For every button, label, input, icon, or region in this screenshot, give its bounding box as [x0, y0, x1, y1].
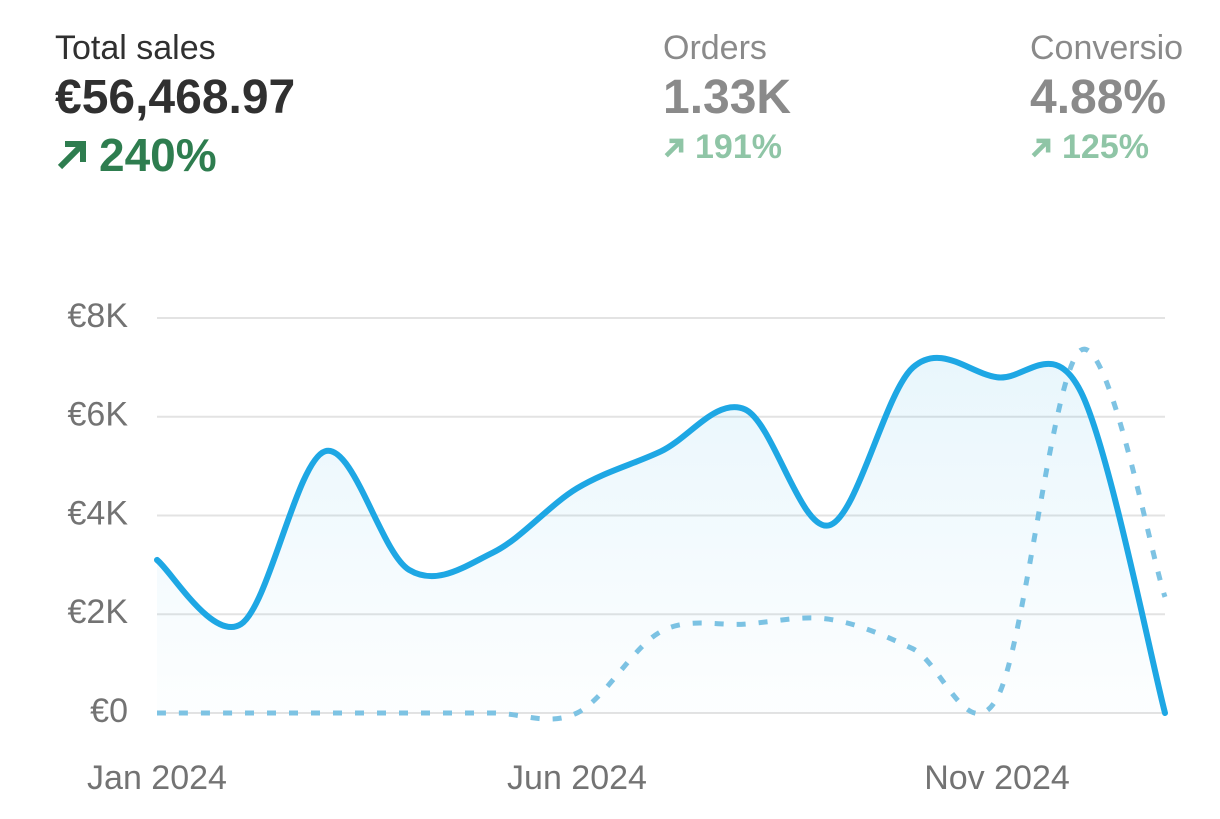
arrow-icon [1031, 138, 1051, 157]
metric-value: 1.33K [663, 71, 792, 124]
metric-value: 4.88% [1030, 71, 1167, 124]
y-tick-label: €6K [68, 396, 129, 434]
x-tick-label: Jan 2024 [87, 759, 227, 797]
metric-change: 240% [99, 129, 217, 181]
y-tick-label: €8K [68, 297, 129, 335]
metric-change-row: 240% [55, 128, 295, 182]
arrow-icon [57, 141, 86, 170]
metric: Conversio 4.88% 125% [1030, 28, 1183, 167]
metric-label: Total sales [55, 29, 216, 67]
series-line [154, 354, 1168, 716]
x-tick-label: Jun 2024 [507, 759, 647, 797]
metric-label: Orders [663, 29, 767, 67]
metric: Orders 1.33K 191% [663, 28, 791, 167]
x-tick-label: Nov 2024 [924, 759, 1070, 797]
area [157, 357, 1165, 713]
y-tick-label: €2K [68, 593, 129, 631]
metric-change: 191% [695, 128, 782, 166]
metric-change-row: 191% [663, 128, 791, 167]
y-tick-label: €4K [68, 494, 129, 532]
metric-change-row: 125% [1030, 128, 1183, 167]
metric-label: Conversio [1030, 29, 1184, 67]
y-tick-label: €0 [90, 692, 128, 730]
metric: Total sales €56,468.97 240% [55, 28, 295, 182]
metric-change: 125% [1062, 128, 1149, 166]
arrow-icon [664, 138, 684, 157]
metric-value: €56,468.97 [55, 71, 296, 124]
